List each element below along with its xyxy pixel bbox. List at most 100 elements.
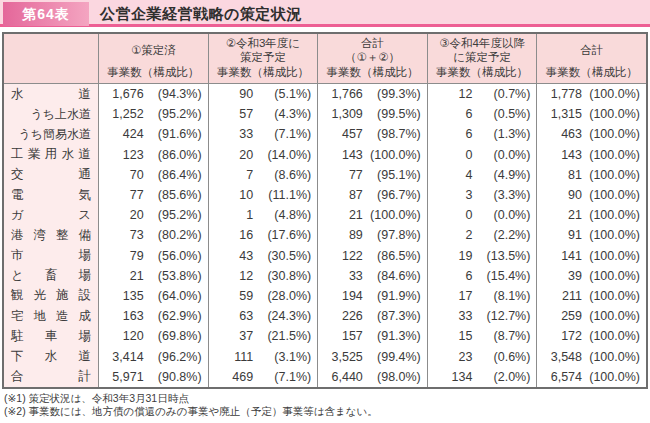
composition-ratio: (100.0%) [582,350,640,364]
composition-ratio: (100.0%) [582,370,640,384]
data-cell: 70(86.4%) [98,165,208,185]
composition-ratio: (30.8%) [253,269,311,283]
composition-ratio: (0.0%) [472,208,530,222]
header-subheader: 事業数（構成比） [430,65,535,81]
data-cell: 6(15.4%) [427,266,537,286]
header-col-planned-r4-later: ③令和4年度以降 に策定予定 事業数（構成比） [427,34,537,84]
data-cell: 1,676(94.3%) [98,84,208,104]
business-count: 20 [102,208,144,222]
header-empty-cell [4,34,98,84]
composition-ratio: (100.0%) [582,208,640,222]
business-count: 3,548 [540,350,582,364]
business-count: 143 [540,148,582,162]
business-count: 3,414 [102,350,144,364]
composition-ratio: (12.7%) [472,309,530,323]
business-count: 20 [212,148,254,162]
footnote-1: (※1) 策定状況は、令和3年3月31日時点 [4,392,650,406]
data-cell: 73(80.2%) [98,225,208,245]
composition-ratio: (56.0%) [144,249,202,263]
row-label: 交通 [4,165,98,185]
data-cell: 91(100.0%) [536,225,646,245]
table-number-badge: 第64表 [3,2,89,26]
data-cell: 20(95.2%) [98,205,208,225]
composition-ratio: (24.3%) [253,309,311,323]
table-row: 交通70(86.4%)7(8.6%)77(95.1%)4(4.9%)81(100… [4,165,646,185]
business-count: 157 [321,329,363,343]
data-cell: 37(21.5%) [208,326,318,346]
row-label: 市場 [4,246,98,266]
business-count: 111 [212,350,254,364]
data-cell: 10(11.1%) [208,185,318,205]
composition-ratio: (100.0%) [582,329,640,343]
business-count: 163 [102,309,144,323]
data-cell: 424(91.6%) [98,124,208,144]
composition-ratio: (13.5%) [472,249,530,263]
business-count: 17 [431,289,473,303]
data-cell: 87(96.7%) [317,185,427,205]
data-cell: 7(8.6%) [208,165,318,185]
header-subheader: 事業数（構成比） [320,65,425,81]
business-count: 77 [321,168,363,182]
table-row: 観光施設135(64.0%)59(28.0%)194(91.9%)17(8.1%… [4,286,646,306]
row-label: 駐車場 [4,326,98,346]
data-cell: 2(2.2%) [427,225,537,245]
data-cell: 77(95.1%) [317,165,427,185]
row-label: 電気 [4,185,98,205]
data-cell: 1,252(95.2%) [98,104,208,124]
composition-ratio: (100.0%) [582,168,640,182]
business-count: 463 [540,127,582,141]
composition-ratio: (1.3%) [472,127,530,141]
business-count: 2 [431,228,473,242]
composition-ratio: (53.8%) [144,269,202,283]
data-cell: 5,971(90.8%) [98,367,208,387]
composition-ratio: (96.7%) [363,188,421,202]
business-count: 172 [540,329,582,343]
composition-ratio: (98.7%) [363,127,421,141]
strategy-status-table: ①策定済 事業数（構成比） ②令和3年度に 策定予定 事業数（構成比） 合計 （… [2,32,648,389]
header-subheader: 事業数（構成比） [211,65,316,81]
business-count: 77 [102,188,144,202]
data-cell: 172(100.0%) [536,326,646,346]
composition-ratio: (30.5%) [253,249,311,263]
business-count: 4 [431,168,473,182]
data-cell: 134(2.0%) [427,367,537,387]
data-cell: 469(7.1%) [208,367,318,387]
composition-ratio: (87.3%) [363,309,421,323]
composition-ratio: (86.0%) [144,148,202,162]
business-count: 23 [431,350,473,364]
data-cell: 194(91.9%) [317,286,427,306]
composition-ratio: (8.7%) [472,329,530,343]
data-cell: 141(100.0%) [536,246,646,266]
data-cell: 43(30.5%) [208,246,318,266]
data-cell: 1,766(99.3%) [317,84,427,104]
data-cell: 19(13.5%) [427,246,537,266]
composition-ratio: (5.1%) [253,87,311,101]
business-count: 90 [212,87,254,101]
header-label: 合計 [580,44,603,58]
composition-ratio: (91.6%) [144,127,202,141]
page-title: 公営企業経営戦略の策定状況 [100,0,302,27]
data-cell: 259(100.0%) [536,306,646,326]
data-cell: 6,574(100.0%) [536,367,646,387]
data-cell: 20(14.0%) [208,145,318,165]
table-row: うち上水道1,252(95.2%)57(4.3%)1,309(99.5%)6(0… [4,104,646,124]
composition-ratio: (62.9%) [144,309,202,323]
data-cell: 63(24.3%) [208,306,318,326]
footnote-2: (※2) 事業数には、地方債の償還のみの事業や廃止（予定）事業等は含まない。 [4,405,650,419]
composition-ratio: (99.3%) [363,87,421,101]
business-count: 57 [212,107,254,121]
composition-ratio: (100.0%) [363,148,421,162]
data-cell: 6,440(98.0%) [317,367,427,387]
composition-ratio: (8.1%) [472,289,530,303]
business-count: 122 [321,249,363,263]
composition-ratio: (85.6%) [144,188,202,202]
composition-ratio: (0.5%) [472,107,530,121]
data-cell: 4(4.9%) [427,165,537,185]
business-count: 134 [431,370,473,384]
business-count: 81 [540,168,582,182]
business-count: 33 [321,269,363,283]
table-body: 水道1,676(94.3%)90(5.1%)1,766(99.3%)12(0.7… [4,84,646,387]
business-count: 37 [212,329,254,343]
footnotes: (※1) 策定状況は、令和3年3月31日時点 (※2) 事業数には、地方債の償還… [4,392,650,419]
composition-ratio: (11.1%) [253,188,311,202]
